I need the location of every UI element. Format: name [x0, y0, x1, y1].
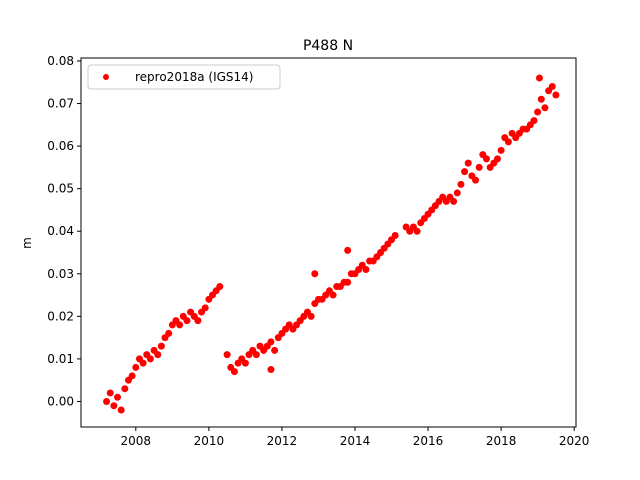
y-tick-label: 0.00 [47, 394, 74, 408]
point [464, 159, 472, 167]
y-tick-label: 0.06 [47, 139, 74, 153]
y-tick-label: 0.05 [47, 182, 74, 196]
point [241, 359, 249, 367]
point [117, 406, 125, 414]
point [216, 283, 224, 291]
x-tick-label: 2010 [194, 434, 225, 448]
point [252, 351, 260, 359]
point [493, 155, 501, 163]
point [552, 91, 560, 99]
point [534, 108, 542, 116]
plot-frame [80, 57, 577, 428]
point [311, 270, 319, 278]
legend-marker [103, 74, 109, 80]
y-axis-label: m [20, 237, 34, 249]
y-tick-label: 0.03 [47, 267, 74, 281]
point [106, 389, 114, 397]
point [267, 366, 275, 374]
point [504, 138, 512, 146]
y-tick-label: 0.07 [47, 97, 74, 111]
point [362, 266, 370, 274]
point [176, 321, 184, 329]
point [329, 291, 337, 299]
point [537, 95, 545, 103]
point [413, 227, 421, 235]
y-tick-label: 0.01 [47, 352, 74, 366]
point [132, 363, 140, 371]
point [450, 197, 458, 205]
point [472, 176, 480, 184]
chart-title: P488 N [303, 38, 353, 54]
point [307, 312, 315, 320]
x-tick-label: 2014 [340, 434, 371, 448]
point [344, 278, 352, 286]
x-tick-label: 2012 [267, 434, 298, 448]
point [497, 146, 505, 154]
x-tick-label: 2020 [559, 434, 590, 448]
x-tick-label: 2018 [486, 434, 517, 448]
point [128, 372, 136, 380]
point [146, 355, 154, 363]
point [482, 155, 490, 163]
legend-box [87, 64, 281, 90]
y-tick-label: 0.08 [47, 54, 74, 68]
point [194, 317, 202, 325]
legend-label: repro2018a (IGS14) [135, 70, 253, 84]
point [201, 304, 209, 312]
x-tick-label: 2016 [413, 434, 444, 448]
point [114, 393, 122, 401]
x-tick-label: 2008 [121, 434, 152, 448]
point [121, 385, 129, 393]
point [535, 74, 543, 82]
point [271, 346, 279, 354]
point [344, 246, 352, 254]
point [230, 368, 238, 376]
point [157, 342, 165, 350]
point [457, 180, 465, 188]
y-tick-label: 0.02 [47, 309, 74, 323]
point [154, 351, 162, 359]
point [165, 329, 173, 337]
point [223, 351, 231, 359]
point [475, 163, 483, 171]
point [530, 117, 538, 125]
point [461, 168, 469, 176]
point [391, 231, 399, 239]
point [267, 338, 275, 346]
point [541, 104, 549, 112]
y-tick-label: 0.04 [47, 224, 74, 238]
point [139, 359, 147, 367]
point [183, 317, 191, 325]
point [110, 402, 118, 410]
point [103, 397, 111, 405]
point [548, 83, 556, 91]
point [453, 189, 461, 197]
